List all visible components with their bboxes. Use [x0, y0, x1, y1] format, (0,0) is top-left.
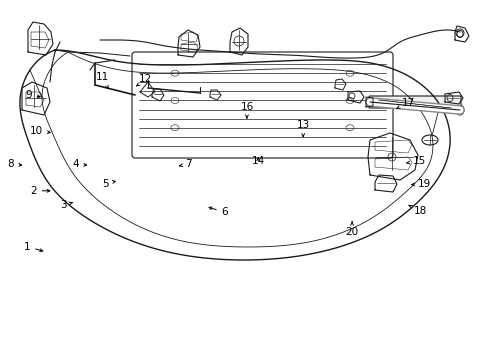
Text: 11: 11: [96, 72, 109, 88]
Text: 5: 5: [102, 179, 115, 189]
Text: 4: 4: [72, 159, 86, 169]
Text: 8: 8: [7, 159, 21, 169]
Text: 10: 10: [30, 126, 50, 136]
Text: 19: 19: [411, 179, 430, 189]
FancyBboxPatch shape: [368, 96, 460, 108]
Text: 16: 16: [240, 102, 253, 118]
Text: 1: 1: [23, 242, 42, 252]
Text: 14: 14: [251, 156, 264, 166]
Text: 15: 15: [406, 156, 426, 166]
Text: 9: 9: [25, 90, 40, 100]
Text: 13: 13: [296, 120, 309, 136]
Text: 20: 20: [345, 222, 358, 237]
Text: 17: 17: [396, 98, 414, 109]
Text: 6: 6: [209, 207, 228, 217]
Text: 3: 3: [60, 200, 72, 210]
Text: 18: 18: [408, 205, 427, 216]
Text: 7: 7: [179, 159, 191, 169]
Text: 12: 12: [136, 74, 152, 86]
Text: 2: 2: [30, 186, 50, 196]
